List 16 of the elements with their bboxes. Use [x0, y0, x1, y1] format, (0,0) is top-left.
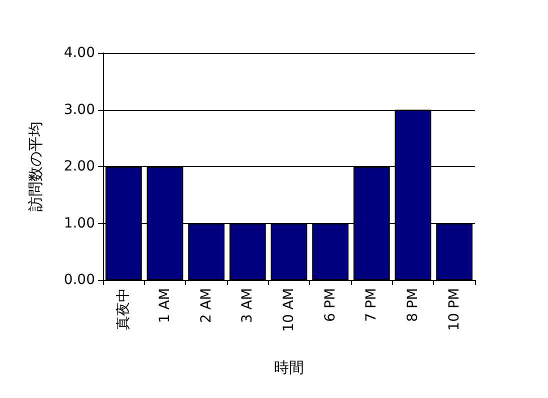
- y-tick-label: 2.00: [64, 158, 95, 174]
- y-tick-label: 3.00: [64, 102, 95, 118]
- x-tick-label: 3 AM: [240, 288, 256, 324]
- x-tick-label: 6 PM: [322, 288, 338, 322]
- x-tick-label: 1 AM: [157, 288, 173, 324]
- x-tick-label: 8 PM: [405, 288, 421, 322]
- x-tick-label: 10 AM: [281, 288, 297, 332]
- x-tick-label: 10 PM: [446, 288, 462, 331]
- x-tick-label: 7 PM: [364, 288, 380, 322]
- x-axis-title: 時間: [274, 358, 304, 376]
- y-axis-title: 訪問数の平均: [26, 122, 44, 212]
- y-tick-label: 0.00: [64, 272, 95, 288]
- y-tick-label: 1.00: [64, 215, 95, 232]
- x-tick-label: 真夜中: [116, 288, 132, 330]
- y-tick-label: 4.00: [64, 45, 95, 61]
- x-tick-label: 2 AM: [198, 288, 214, 324]
